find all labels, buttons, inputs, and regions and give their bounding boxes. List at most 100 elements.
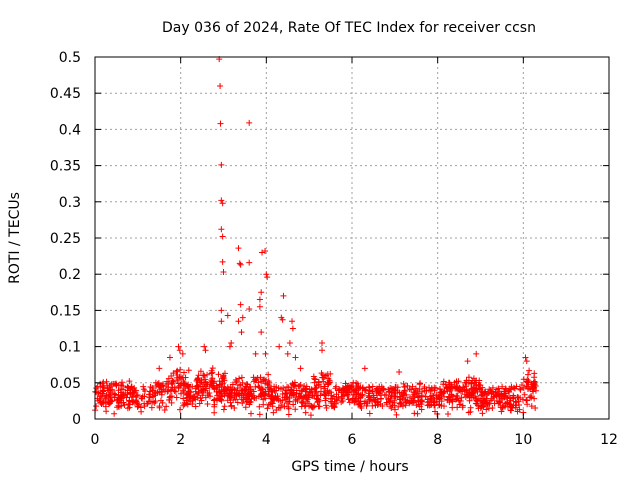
data-point — [236, 260, 243, 267]
data-point — [154, 390, 161, 397]
data-point — [484, 391, 491, 398]
data-point — [477, 385, 484, 392]
data-point — [239, 400, 246, 407]
data-point — [211, 401, 218, 408]
data-point — [318, 370, 325, 377]
y-tick-label: 0.35 — [50, 159, 81, 175]
data-point — [529, 386, 536, 393]
data-point — [526, 394, 533, 401]
data-point — [305, 394, 312, 401]
data-point — [502, 392, 509, 399]
data-point — [368, 397, 375, 404]
data-point — [404, 382, 411, 389]
data-point — [264, 405, 271, 412]
data-point — [528, 393, 535, 400]
x-tick-label: 6 — [348, 432, 357, 448]
data-point — [449, 398, 456, 405]
data-point — [138, 408, 145, 415]
data-point — [366, 394, 373, 401]
data-point — [388, 392, 395, 399]
data-point — [248, 391, 255, 398]
grid — [95, 57, 609, 419]
data-point — [517, 385, 524, 392]
data-point — [479, 397, 486, 404]
x-tick-label: 12 — [600, 432, 618, 448]
data-point — [373, 392, 380, 399]
data-point — [319, 374, 326, 381]
data-point — [131, 389, 138, 396]
data-point — [218, 226, 225, 233]
data-point — [295, 383, 302, 390]
data-point — [357, 384, 364, 391]
data-point — [324, 387, 331, 394]
data-point — [107, 383, 114, 390]
data-point — [312, 376, 319, 383]
data-point — [459, 402, 466, 409]
data-point — [186, 394, 193, 401]
data-point — [285, 398, 292, 405]
data-point — [313, 389, 320, 396]
data-point — [402, 397, 409, 404]
data-point — [100, 387, 107, 394]
data-point — [220, 269, 227, 276]
data-point — [379, 385, 386, 392]
data-point — [156, 365, 163, 372]
data-point — [260, 396, 267, 403]
data-point — [129, 393, 136, 400]
x-tick-label: 0 — [91, 432, 100, 448]
data-point — [127, 390, 134, 397]
data-point — [280, 292, 287, 299]
data-point — [479, 410, 486, 417]
data-point — [396, 368, 403, 375]
data-point — [147, 384, 154, 391]
y-tick-label: 0.2 — [59, 267, 81, 283]
data-point — [177, 366, 184, 373]
data-point — [427, 395, 434, 402]
data-point — [504, 399, 511, 406]
data-point — [166, 397, 173, 404]
data-point — [498, 408, 505, 415]
data-point — [126, 401, 133, 408]
data-point — [349, 397, 356, 404]
data-point — [421, 387, 428, 394]
data-point — [514, 408, 521, 415]
data-point — [292, 354, 299, 361]
data-point — [276, 343, 283, 350]
data-point — [526, 367, 533, 374]
y-tick-label: 0.15 — [50, 303, 81, 319]
data-point — [319, 347, 326, 354]
data-point — [202, 347, 209, 354]
data-point — [336, 386, 343, 393]
data-point — [315, 378, 322, 385]
data-point — [175, 380, 182, 387]
data-point — [197, 386, 204, 393]
data-point — [262, 377, 269, 384]
data-point — [219, 393, 226, 400]
data-point — [462, 379, 469, 386]
data-point — [477, 400, 484, 407]
data-point — [427, 401, 434, 408]
data-point — [239, 379, 246, 386]
data-point — [465, 374, 472, 381]
data-point — [464, 358, 471, 365]
data-point — [157, 397, 164, 404]
data-point — [239, 386, 246, 393]
data-point — [258, 289, 265, 296]
data-point — [169, 384, 176, 391]
data-point — [347, 384, 354, 391]
data-point — [302, 409, 309, 416]
data-point — [469, 377, 476, 384]
data-point — [206, 389, 213, 396]
data-point — [270, 397, 277, 404]
data-point — [418, 398, 425, 405]
data-point — [476, 382, 483, 389]
x-axis-title: GPS time / hours — [291, 459, 408, 475]
data-point — [431, 408, 438, 415]
data-point — [262, 248, 269, 255]
data-point — [103, 378, 110, 385]
data-point — [410, 397, 417, 404]
data-point — [308, 393, 315, 400]
data-point — [290, 401, 297, 408]
data-point — [187, 392, 194, 399]
